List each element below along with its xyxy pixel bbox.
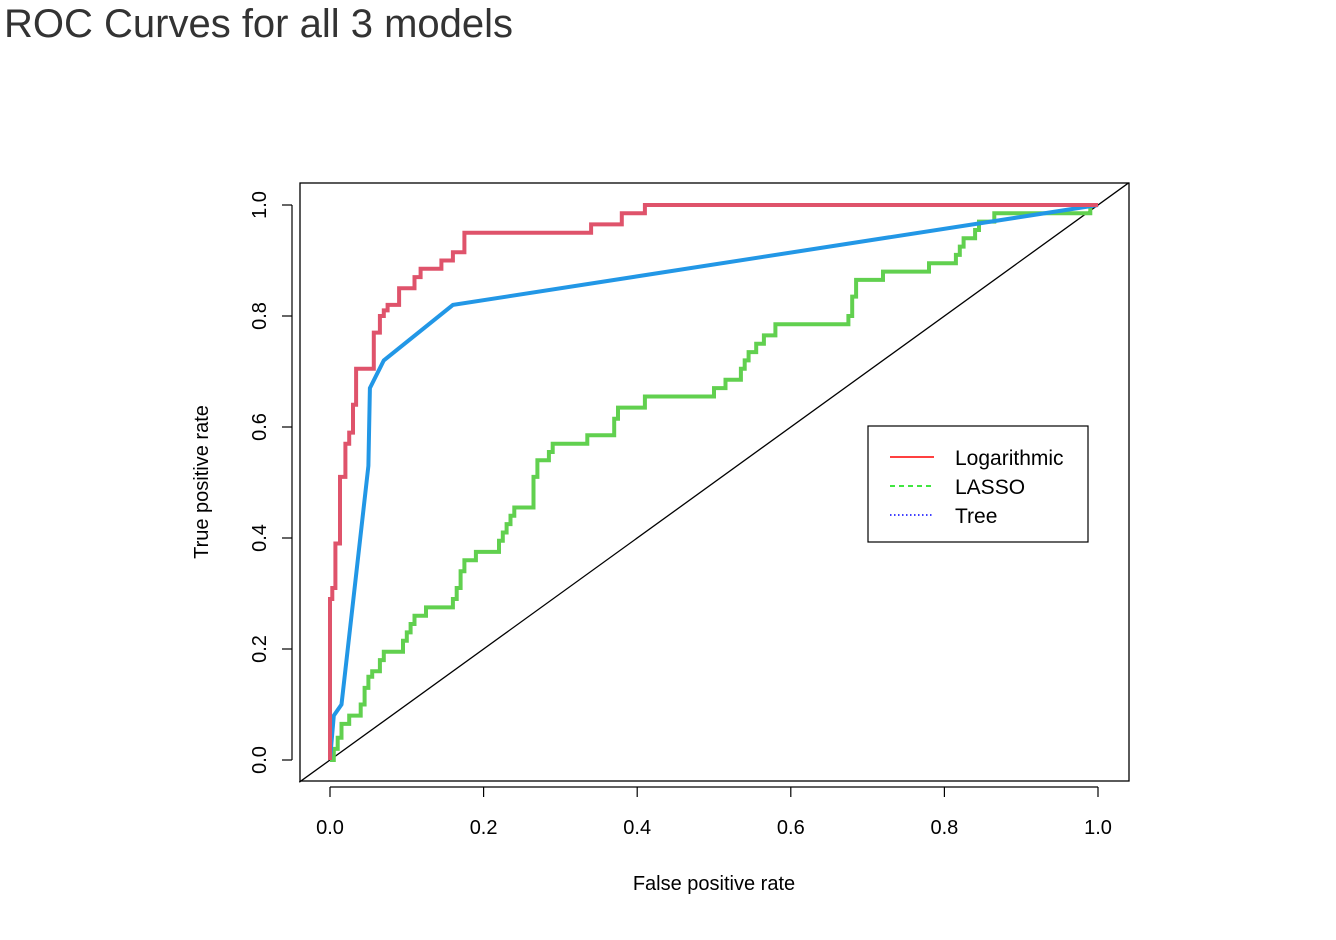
legend-box <box>867 425 1089 543</box>
plot-frame <box>299 182 1130 782</box>
x-tick-label: 1.0 <box>1084 817 1112 839</box>
x-axis-label: False positive rate <box>633 873 795 895</box>
y-tick-label: 0.6 <box>249 413 271 441</box>
legend: Logarithmic LASSO Tree <box>867 425 1089 543</box>
y-tick-label: 1.0 <box>249 191 271 219</box>
x-tick-label: 0.8 <box>930 817 958 839</box>
y-tick-label: 0.8 <box>249 302 271 330</box>
legend-label-tree: Tree <box>955 505 997 528</box>
x-tick-label: 0.4 <box>623 817 651 839</box>
x-tick-label: 0.6 <box>777 817 805 839</box>
x-tick-label: 0.0 <box>316 817 344 839</box>
y-axis: 0.0 0.2 0.4 0.6 0.8 1.0 <box>249 191 293 774</box>
series-line-logarithmic <box>328 203 1098 760</box>
legend-label-logarithmic: Logarithmic <box>955 447 1064 470</box>
y-tick-label: 0.2 <box>249 635 271 663</box>
series-line-lasso <box>330 203 1098 762</box>
series-line-tree <box>328 203 1099 761</box>
y-axis-label: True positive rate <box>191 405 213 559</box>
x-axis: 0.0 0.2 0.4 0.6 0.8 1.0 <box>316 786 1112 839</box>
legend-label-lasso: LASSO <box>955 476 1025 499</box>
y-tick-label: 0.4 <box>249 524 271 552</box>
page-title: ROC Curves for all 3 models <box>4 2 514 46</box>
x-tick-label: 0.2 <box>470 817 498 839</box>
reference-diagonal-line <box>298 182 1130 783</box>
y-tick-label: 0.0 <box>249 746 271 774</box>
